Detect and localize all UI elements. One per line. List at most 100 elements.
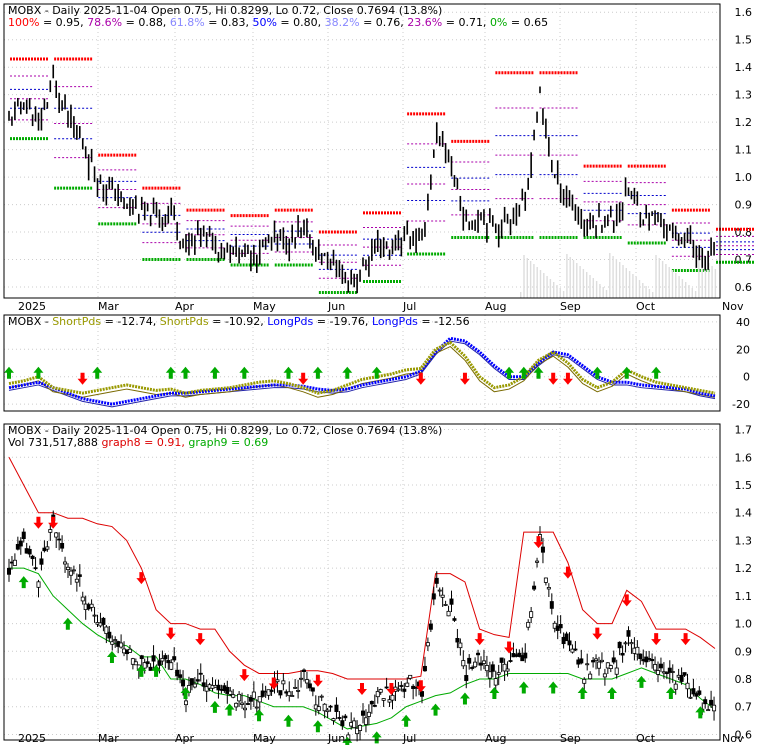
candle-body [142, 662, 147, 669]
candle-body [567, 640, 572, 646]
up-arrow [209, 700, 220, 713]
candle-body [487, 671, 492, 679]
fib-legend-label: 38.2% [325, 16, 360, 29]
up-arrow [4, 366, 14, 379]
candle-body [30, 555, 35, 560]
candle-body [157, 660, 162, 666]
candle-body [694, 693, 699, 697]
y-tick-label: 1.0 [735, 171, 753, 184]
up-arrow [342, 366, 353, 379]
candle-body [585, 663, 590, 666]
candle-body [517, 652, 522, 657]
candle-body [248, 697, 253, 702]
up-arrow [607, 687, 618, 700]
indicator-legend-part: LongPds [372, 315, 418, 328]
volume-bar [619, 262, 621, 298]
candle-body [419, 691, 424, 697]
candle-body [703, 699, 708, 705]
candle-body [104, 626, 109, 634]
candle-body [7, 567, 12, 575]
x-tick-label: Mar [98, 300, 119, 313]
candle-body [428, 623, 433, 630]
up-arrow [33, 366, 44, 379]
volume-bar [569, 257, 571, 298]
volume-bar [661, 261, 664, 298]
candle-body [307, 683, 312, 689]
up-arrow [430, 703, 441, 716]
candle-body [334, 704, 339, 713]
candle-body [296, 689, 301, 692]
down-arrow [77, 372, 88, 385]
candle-body [113, 639, 118, 642]
candle-body [71, 569, 76, 572]
candle-body [422, 665, 427, 672]
candle-body [287, 691, 292, 697]
x-tick-label: 2025 [18, 300, 46, 313]
lower-band-line [9, 567, 716, 730]
volume-bar [681, 279, 684, 298]
candle-body [21, 531, 26, 540]
panel3-subtitle-part: graph9 = 0.69 [188, 436, 268, 449]
candle-body [543, 577, 548, 583]
candle-body [45, 546, 50, 550]
volume-bar [648, 289, 651, 298]
indicator-legend: MOBX - ShortPds = -12.74, ShortPds = -10… [8, 315, 470, 328]
up-arrow [151, 664, 162, 677]
panel1-title: MOBX - Daily 2025-11-04 Open 0.75, Hi 0.… [8, 4, 442, 17]
price-bands-panel: 1.7 1.6 1.5 1.4 1.3 1.2 1.1 1.0 0.9 0.8 0.7 0.6 2025… [4, 424, 753, 749]
candle-body [231, 694, 236, 698]
candle-body [434, 577, 439, 584]
volume-bar [704, 260, 707, 298]
candle-body [337, 717, 342, 719]
down-arrow [680, 633, 691, 646]
y-tick-label: 1.5 [735, 34, 753, 47]
volume-bar [685, 282, 687, 298]
candle-body [709, 699, 714, 706]
volume-bar [612, 256, 614, 298]
candle-body [405, 682, 410, 687]
candle-body [582, 678, 587, 684]
volume-bar [572, 260, 575, 298]
down-arrow [386, 683, 397, 696]
candle-body [363, 717, 368, 725]
y-tick-label: 0.9 [735, 645, 753, 658]
candle-body [673, 683, 678, 690]
up-arrow [592, 366, 603, 379]
candle-body [304, 679, 309, 684]
fib-legend: 100% = 0.95, 78.6% = 0.88, 61.8% = 0.83,… [8, 16, 548, 29]
candle-body [369, 700, 374, 705]
volume-bar [625, 268, 627, 298]
candle-body [458, 642, 463, 649]
x-tick-label: Aug [485, 300, 506, 313]
down-arrow [459, 372, 470, 385]
candle-body [54, 532, 59, 538]
candle-body [269, 689, 274, 692]
candle-body [461, 660, 466, 667]
volume-bar [536, 267, 538, 298]
candle-body [658, 663, 663, 669]
candle-body [27, 548, 32, 555]
candle-body [290, 695, 295, 697]
candle-body [599, 659, 604, 662]
candle-body [529, 611, 534, 618]
y-tick-label: -20 [732, 398, 750, 411]
candle-body [204, 686, 209, 692]
up-arrow [136, 664, 147, 677]
x-tick-label: Mar [98, 732, 119, 745]
down-arrow [562, 566, 573, 579]
candle-body [667, 667, 672, 673]
volume-bar [638, 280, 641, 298]
up-arrow [459, 692, 470, 705]
fib-legend-value: = 0.88, [122, 16, 170, 29]
candle-body [352, 720, 357, 729]
volume-bar [549, 279, 552, 298]
volume-bar [595, 281, 598, 298]
x-tick-label: Sep [560, 732, 581, 745]
x-tick-label: Nov [722, 300, 744, 313]
candle-body [166, 660, 171, 664]
volume-bar [668, 267, 670, 298]
volume-bar [576, 263, 578, 298]
upper-band-line [8, 457, 716, 680]
down-arrow [474, 633, 485, 646]
up-arrow [577, 687, 588, 700]
